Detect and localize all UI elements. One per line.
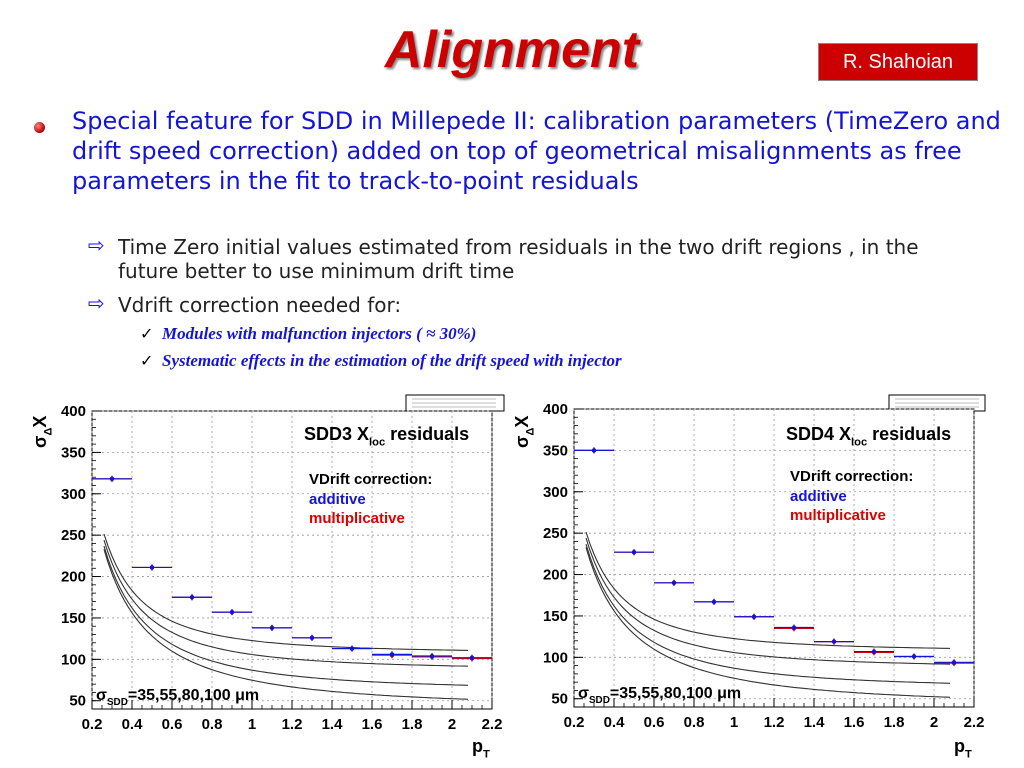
y-tick-label: 200 <box>543 567 568 584</box>
chart-title: SDD3 Xloc residuals <box>304 424 469 448</box>
x-tick-label: 0.6 <box>162 716 183 733</box>
x-tick-label: 2.2 <box>482 716 503 733</box>
y-tick-label: 250 <box>543 525 568 542</box>
x-tick-label: 0.8 <box>684 714 705 731</box>
arrow-right-icon: ⇨ <box>88 291 105 315</box>
legend-additive: additive <box>790 488 847 505</box>
resolution-curve <box>585 547 951 698</box>
resolution-curve <box>103 549 469 700</box>
y-tick-label: 150 <box>543 608 568 625</box>
x-tick-label: 0.2 <box>564 714 585 731</box>
x-tick-label: 1 <box>248 716 256 733</box>
plot-area <box>91 410 493 710</box>
x-tick-label: 1.4 <box>322 716 344 733</box>
bullet-dot-icon <box>34 122 45 133</box>
x-tick-label: 0.4 <box>604 714 626 731</box>
x-tick-label: 0.6 <box>644 714 665 731</box>
y-tick-label: 300 <box>61 486 86 503</box>
additive-data-point <box>871 649 877 654</box>
x-tick-label: 0.4 <box>122 716 144 733</box>
y-tick-label: 50 <box>551 691 568 708</box>
legend-title: VDrift correction: <box>790 468 913 485</box>
additive-data-point <box>791 625 797 630</box>
legend-multiplicative: multiplicative <box>790 507 886 524</box>
additive-data-point <box>309 635 315 641</box>
x-tick-label: 1.8 <box>884 714 905 731</box>
additive-data-point <box>189 595 195 600</box>
legend-multiplicative: multiplicative <box>309 510 405 527</box>
x-tick-label: 2 <box>448 716 456 733</box>
arrow-right-icon: ⇨ <box>88 233 105 257</box>
resolution-curve <box>103 533 469 651</box>
legend-additive: additive <box>309 491 366 508</box>
additive-data-point <box>831 639 837 644</box>
x-tick-label: 2.2 <box>964 714 985 731</box>
additive-data-point <box>631 550 637 555</box>
x-tick-label: 1.2 <box>282 716 303 733</box>
y-tick-label: 200 <box>61 569 86 586</box>
sub-bullet-2: Vdrift correction needed for: <box>118 293 402 317</box>
additive-data-point <box>429 653 435 659</box>
main-bullet-text: Special feature for SDD in Millepede II:… <box>72 107 1001 195</box>
additive-data-point <box>911 654 917 659</box>
additive-data-point <box>149 565 155 570</box>
x-axis-label: pT <box>472 736 490 760</box>
x-tick-label: 1.4 <box>804 714 826 731</box>
x-tick-label: 1.8 <box>402 716 423 733</box>
x-tick-label: 1.2 <box>764 714 785 731</box>
additive-data-point <box>269 625 275 631</box>
plot-area <box>573 408 975 708</box>
additive-data-point <box>751 614 757 619</box>
x-tick-label: 1.6 <box>362 716 383 733</box>
curve-label: σSDD=35,55,80,100 μm <box>578 685 741 706</box>
y-tick-label: 50 <box>69 693 86 710</box>
y-tick-label: 300 <box>543 484 568 501</box>
additive-data-point <box>711 599 717 605</box>
x-tick-label: 1 <box>730 714 738 731</box>
legend-title: VDrift correction: <box>309 471 432 488</box>
resolution-curve <box>585 543 951 684</box>
curve-label: σSDD=35,55,80,100 μm <box>96 687 259 708</box>
slide-title: Alignment <box>384 21 640 79</box>
resolution-curve <box>585 537 951 665</box>
y-tick-label: 100 <box>61 651 86 668</box>
resolution-curve <box>103 539 469 667</box>
chart-title: SDD4 Xloc residuals <box>786 424 951 448</box>
y-tick-label: 250 <box>61 527 86 544</box>
resolution-curve <box>103 545 469 686</box>
resolution-curve <box>585 531 951 649</box>
plots-area: 0.2 0.4 0.6 0.8 1 1.2 1.4 1.6 1.8 2 2.250100150200… <box>30 394 996 765</box>
additive-data-point <box>389 652 395 657</box>
checkmark-icon: ✓ <box>140 351 154 370</box>
y-tick-label: 350 <box>543 442 568 459</box>
x-tick-label: 2 <box>930 714 938 731</box>
x-tick-label: 1.6 <box>844 714 865 731</box>
author-badge: R. Shahoian <box>818 43 978 81</box>
y-axis-label: σΔX <box>512 416 536 448</box>
additive-data-point <box>591 448 597 453</box>
x-axis-label: pT <box>954 736 972 760</box>
additive-data-point <box>469 655 475 660</box>
x-tick-label: 0.2 <box>82 716 103 733</box>
x-tick-label: 0.8 <box>202 716 223 733</box>
y-tick-label: 100 <box>543 649 568 666</box>
additive-data-point <box>109 476 115 482</box>
y-tick-label: 150 <box>61 610 86 627</box>
additive-data-point <box>671 580 677 586</box>
checkmark-icon: ✓ <box>140 324 154 343</box>
y-axis-label: σΔX <box>30 416 54 448</box>
sub-sub-bullet-2: Systematic effects in the estimation of … <box>162 351 622 370</box>
additive-data-point <box>349 646 355 651</box>
additive-data-point <box>951 660 957 665</box>
sub-bullet-1: Time Zero initial values estimated from … <box>118 235 919 283</box>
y-tick-label: 400 <box>543 401 568 418</box>
sub-sub-bullet-1: Modules with malfunction injectors ( ≈ 3… <box>162 324 477 343</box>
y-tick-label: 400 <box>61 403 86 420</box>
y-tick-label: 350 <box>61 444 86 461</box>
additive-data-point <box>229 609 235 615</box>
